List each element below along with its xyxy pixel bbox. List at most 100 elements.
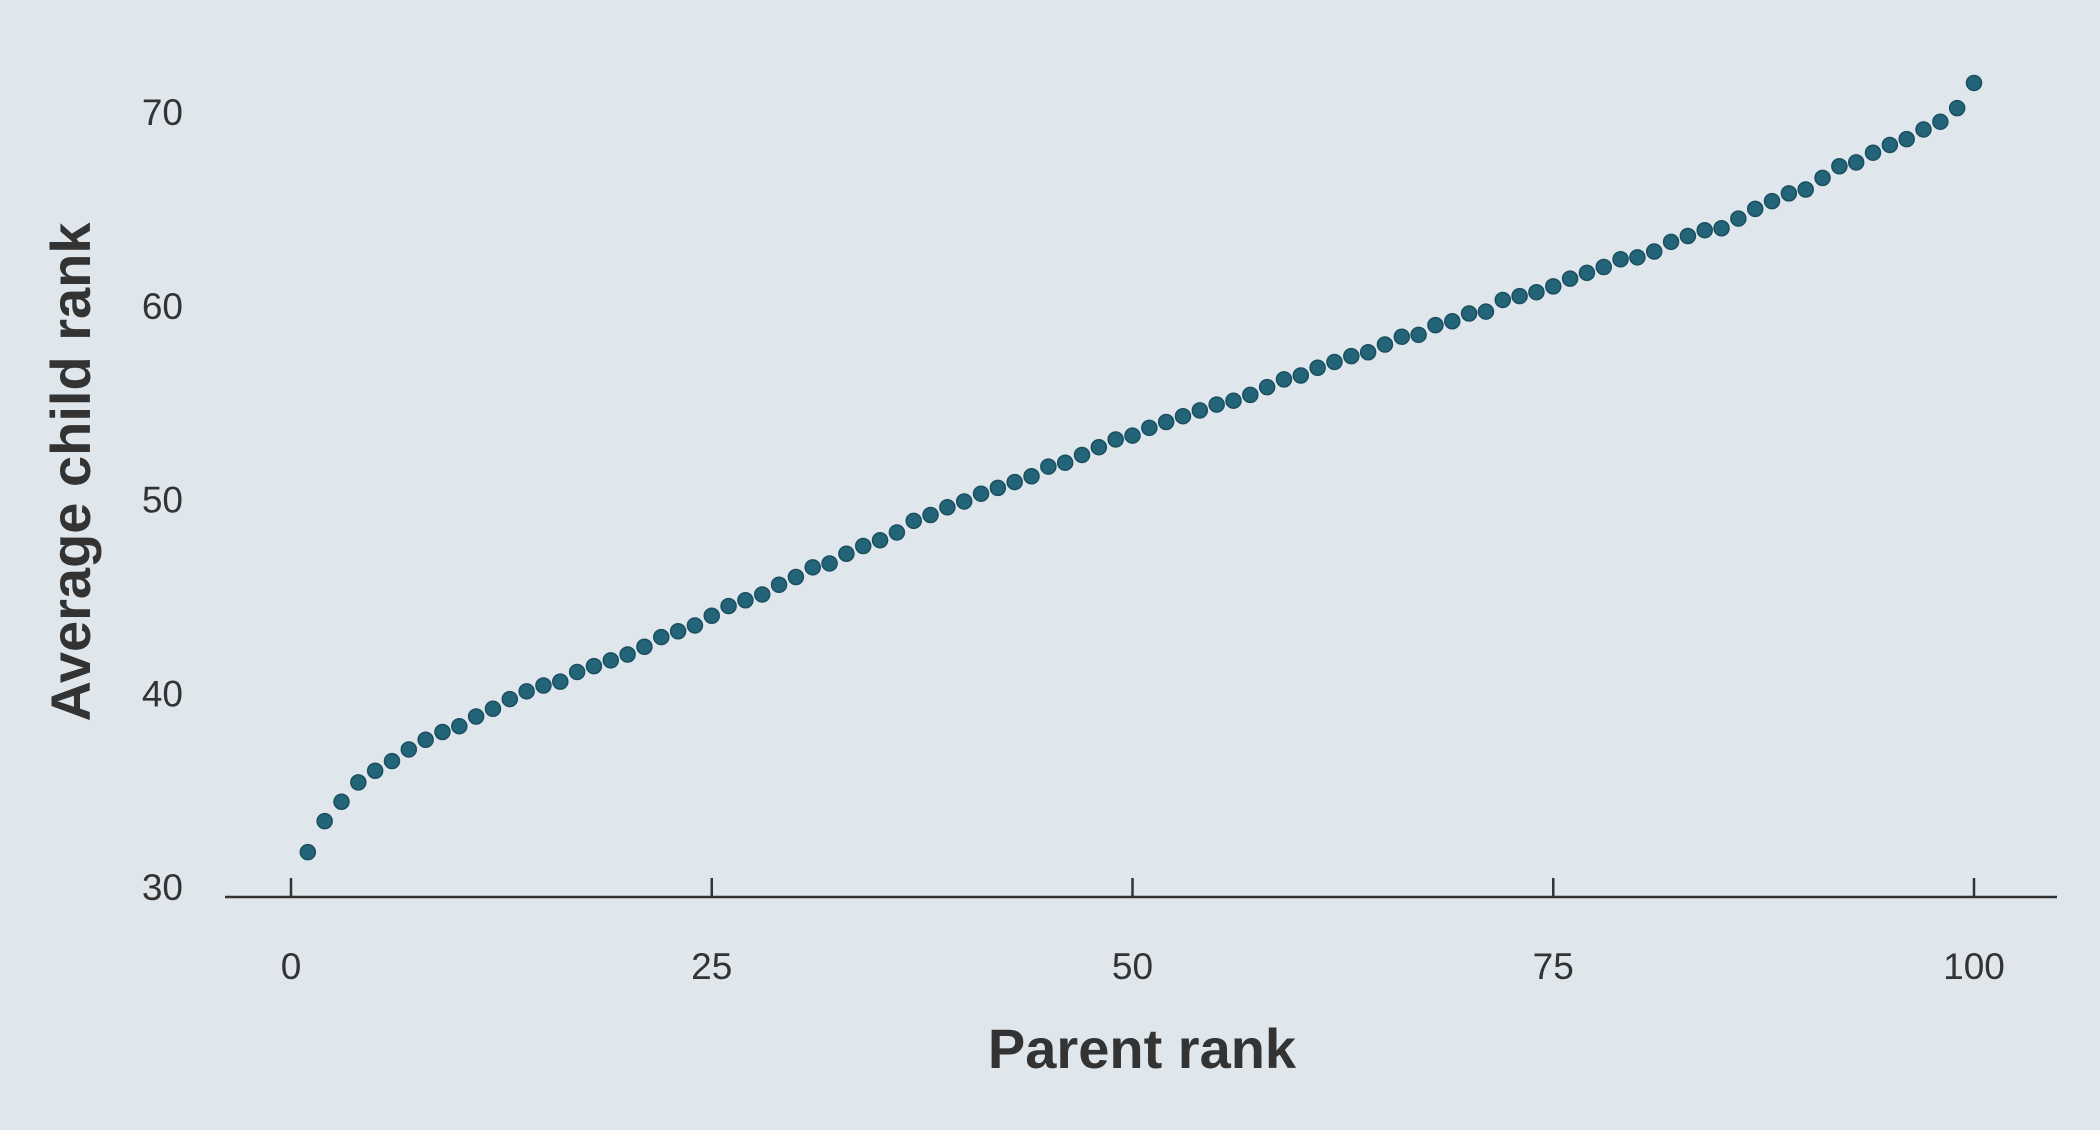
- scatter-point: [871, 531, 889, 549]
- scatter-point: [972, 485, 990, 502]
- scatter-point: [1006, 473, 1023, 491]
- x-tick-label: 0: [281, 946, 302, 987]
- scatter-point: [1915, 121, 1932, 138]
- scatter-point: [888, 524, 906, 541]
- scatter-point: [1645, 243, 1663, 260]
- scatter-point: [703, 607, 720, 624]
- scatter-point: [669, 623, 687, 640]
- scatter-point: [1662, 233, 1680, 251]
- scatter-point: [821, 555, 838, 572]
- scatter-point: [484, 700, 502, 717]
- scatter-point: [1208, 396, 1225, 413]
- scatter-point: [1174, 407, 1192, 425]
- scatter-point: [400, 741, 418, 758]
- scatter-point: [1460, 305, 1478, 322]
- x-tick-label: 50: [1112, 946, 1153, 987]
- scatter-point: [1864, 144, 1882, 161]
- scatter-point: [299, 843, 317, 861]
- scatter-point: [770, 576, 788, 593]
- scatter-point: [1797, 181, 1814, 198]
- scatter-point: [1679, 227, 1697, 245]
- y-tick-label: 70: [142, 92, 183, 133]
- x-tick-label: 75: [1533, 946, 1574, 987]
- scatter-point: [720, 597, 737, 615]
- scatter-point: [922, 506, 939, 524]
- scatter-point: [737, 592, 754, 609]
- x-tick-label: 100: [1943, 946, 2005, 987]
- scatter-point: [451, 717, 468, 735]
- scatter-point: [1746, 200, 1764, 218]
- scatter-point: [1814, 169, 1831, 187]
- scatter-point: [552, 673, 569, 690]
- scatter-point: [939, 499, 956, 516]
- scatter-point: [619, 646, 636, 663]
- scatter-point: [1141, 419, 1158, 437]
- scatter-point: [467, 708, 485, 725]
- scatter-point: [636, 638, 653, 655]
- data-points: [299, 74, 1983, 861]
- scatter-point: [1326, 353, 1343, 371]
- scatter-point: [955, 493, 973, 510]
- scatter-point: [568, 663, 586, 681]
- scatter-point: [1763, 192, 1781, 210]
- scatter-point: [1090, 438, 1108, 456]
- scatter-point: [1292, 367, 1310, 384]
- scatter-point: [434, 723, 451, 741]
- scatter-point: [1427, 316, 1444, 334]
- scatter-point: [1730, 210, 1747, 227]
- scatter-point: [350, 774, 367, 791]
- scatter-point: [1343, 347, 1360, 365]
- scatter-point: [1545, 278, 1562, 295]
- axes: 0 25 50 75 100 30 40 50 60 70: [142, 92, 2057, 987]
- scatter-point: [1898, 130, 1915, 148]
- scatter-point: [501, 690, 519, 708]
- scatter-point: [1393, 328, 1411, 345]
- scatter-point: [1124, 427, 1141, 444]
- scatter-point: [1578, 264, 1596, 282]
- scatter-point: [787, 568, 805, 586]
- scatter-point: [1410, 326, 1427, 344]
- scatter-point: [1242, 386, 1259, 404]
- scatter-point: [316, 812, 333, 830]
- scatter-point: [602, 652, 620, 669]
- scatter-point: [1831, 158, 1848, 175]
- scatter-point: [518, 683, 535, 700]
- y-tick-label: 30: [142, 867, 183, 908]
- scatter-point: [854, 537, 872, 555]
- scatter-point: [535, 677, 552, 694]
- x-tick-label: 25: [691, 946, 732, 987]
- scatter-point: [417, 731, 434, 748]
- scatter-point: [989, 479, 1007, 497]
- scatter-point: [1477, 303, 1495, 320]
- y-tick-label: 60: [142, 286, 183, 327]
- scatter-point: [1629, 249, 1646, 266]
- x-axis-title: Parent rank: [988, 1017, 1297, 1080]
- scatter-point: [1713, 220, 1730, 237]
- scatter-point: [1225, 392, 1242, 409]
- scatter-point: [1780, 185, 1798, 202]
- scatter-point: [1376, 336, 1394, 353]
- scatter-point: [1157, 413, 1175, 431]
- scatter-point: [1056, 454, 1074, 471]
- scatter-point: [333, 793, 350, 810]
- scatter-point: [1107, 431, 1124, 448]
- y-tick-label: 40: [142, 673, 183, 714]
- scatter-point: [383, 752, 401, 770]
- scatter-point: [1932, 113, 1949, 130]
- y-tick-label: 50: [142, 480, 183, 521]
- scatter-point: [905, 512, 922, 530]
- scatter-point: [838, 545, 855, 562]
- scatter-point: [1948, 99, 1966, 117]
- scatter-point: [1511, 287, 1528, 305]
- scatter-point: [1965, 74, 1983, 92]
- scatter-point: [1444, 313, 1461, 330]
- scatter-point: [686, 617, 704, 634]
- scatter-point: [1023, 468, 1040, 485]
- scatter-point: [1696, 221, 1713, 239]
- y-axis-title: Average child rank: [39, 222, 102, 722]
- scatter-point: [1881, 136, 1899, 154]
- scatter-point: [1258, 378, 1276, 396]
- scatter-point: [1847, 154, 1865, 171]
